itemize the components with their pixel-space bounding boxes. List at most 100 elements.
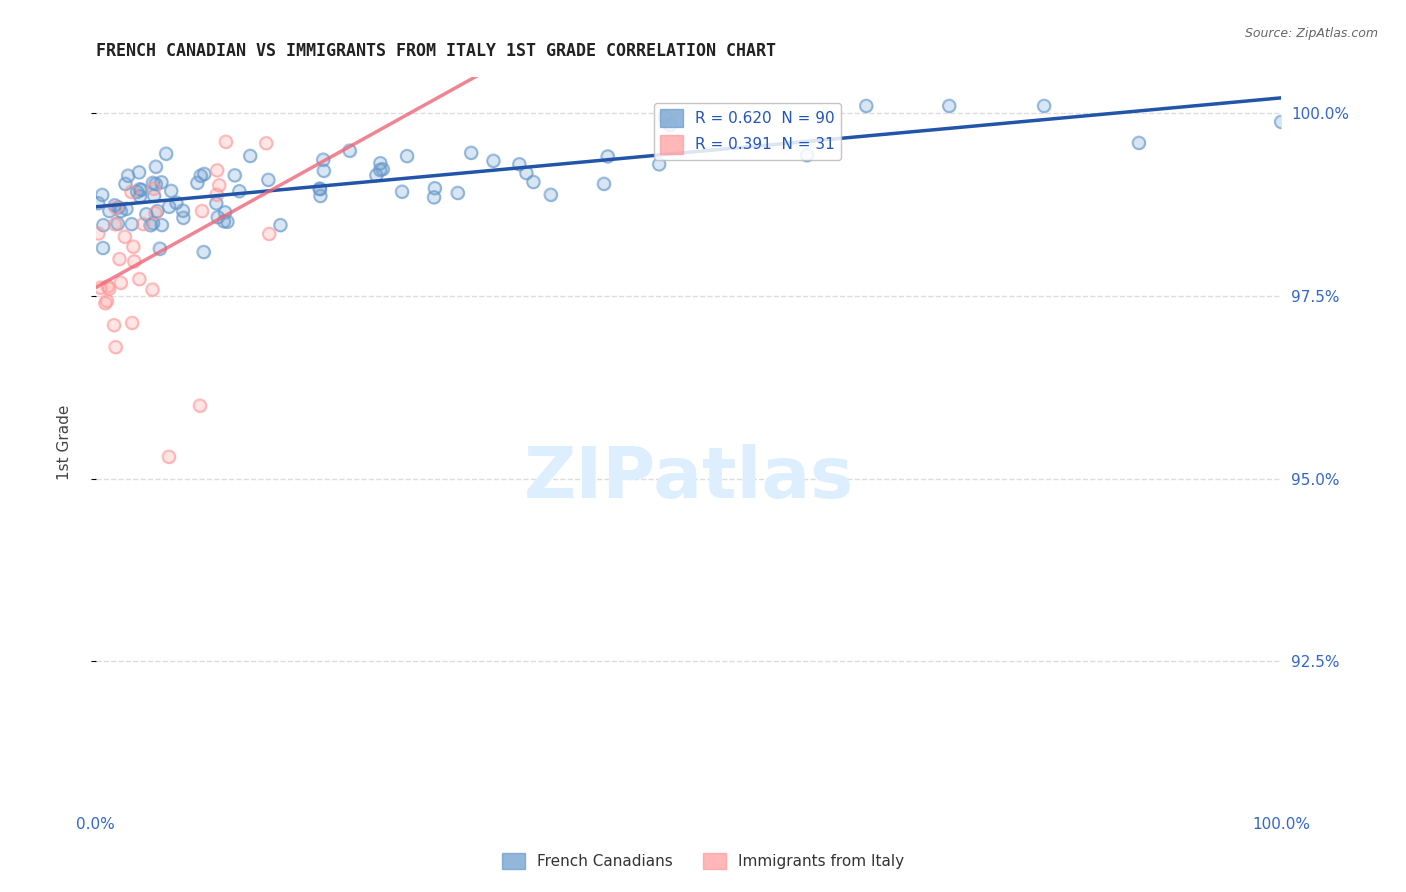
Point: [128, 272, 150, 286]
Point: [370, 156, 392, 170]
Point: [104, 218, 127, 232]
Point: [447, 186, 470, 200]
Point: [212, 214, 235, 228]
Point: [139, 219, 162, 233]
Point: [128, 165, 150, 179]
Point: [1033, 99, 1056, 113]
Point: [150, 175, 173, 189]
Point: [142, 176, 165, 190]
Point: [190, 169, 212, 183]
Point: [117, 169, 139, 183]
Point: [108, 252, 131, 266]
Point: [648, 157, 671, 171]
Point: [115, 202, 138, 216]
Point: [91, 187, 114, 202]
Point: [104, 218, 127, 232]
Point: [1128, 136, 1150, 150]
Point: [129, 189, 152, 203]
Point: [145, 206, 167, 220]
Point: [107, 201, 129, 215]
Point: [460, 145, 482, 160]
Point: [96, 293, 118, 308]
Point: [796, 148, 818, 162]
Point: [938, 99, 960, 113]
Point: [157, 450, 180, 464]
Point: [654, 110, 676, 124]
Point: [368, 162, 391, 177]
Point: [122, 239, 145, 253]
Point: [423, 190, 446, 204]
Point: [224, 169, 246, 183]
Point: [91, 241, 114, 255]
Point: [142, 182, 165, 196]
Point: [593, 177, 616, 191]
Point: [540, 187, 562, 202]
Point: [366, 169, 388, 183]
Point: [128, 272, 150, 286]
Point: [125, 185, 148, 199]
Point: [938, 99, 960, 113]
Point: [110, 204, 132, 219]
Point: [150, 175, 173, 189]
Point: [193, 167, 215, 181]
Point: [596, 149, 619, 163]
Legend: French Canadians, Immigrants from Italy: French Canadians, Immigrants from Italy: [495, 847, 911, 875]
Point: [104, 201, 127, 215]
Point: [155, 146, 177, 161]
Point: [160, 184, 183, 198]
Point: [104, 198, 127, 212]
Point: [1270, 115, 1292, 129]
Point: [97, 279, 120, 293]
Text: FRENCH CANADIAN VS IMMIGRANTS FROM ITALY 1ST GRADE CORRELATION CHART: FRENCH CANADIAN VS IMMIGRANTS FROM ITALY…: [96, 42, 776, 60]
Point: [120, 185, 142, 199]
Point: [129, 189, 152, 203]
Point: [423, 181, 446, 195]
Point: [188, 399, 211, 413]
Point: [371, 162, 394, 177]
Point: [308, 182, 330, 196]
Point: [522, 175, 544, 189]
Point: [121, 217, 143, 231]
Point: [114, 177, 136, 191]
Point: [191, 204, 214, 219]
Point: [142, 216, 165, 230]
Point: [207, 211, 229, 225]
Point: [370, 156, 392, 170]
Point: [94, 296, 117, 310]
Point: [128, 182, 150, 196]
Point: [121, 316, 143, 330]
Point: [145, 206, 167, 220]
Point: [108, 252, 131, 266]
Point: [110, 276, 132, 290]
Point: [150, 218, 173, 232]
Point: [107, 217, 129, 231]
Point: [149, 242, 172, 256]
Point: [215, 135, 238, 149]
Y-axis label: 1st Grade: 1st Grade: [58, 404, 72, 480]
Point: [208, 178, 231, 193]
Point: [165, 195, 187, 210]
Point: [205, 187, 228, 202]
Point: [87, 196, 110, 211]
Point: [103, 318, 125, 333]
Point: [447, 186, 470, 200]
Point: [160, 184, 183, 198]
Point: [658, 118, 681, 132]
Point: [91, 218, 114, 232]
Point: [228, 184, 250, 198]
Point: [104, 340, 127, 354]
Point: [94, 296, 117, 310]
Point: [522, 175, 544, 189]
Point: [122, 254, 145, 268]
Point: [312, 163, 335, 178]
Point: [141, 283, 163, 297]
Point: [98, 282, 121, 296]
Point: [423, 181, 446, 195]
Point: [205, 163, 228, 178]
Point: [157, 200, 180, 214]
Point: [146, 204, 169, 219]
Point: [129, 183, 152, 197]
Point: [132, 217, 155, 231]
Point: [312, 153, 335, 167]
Point: [121, 316, 143, 330]
